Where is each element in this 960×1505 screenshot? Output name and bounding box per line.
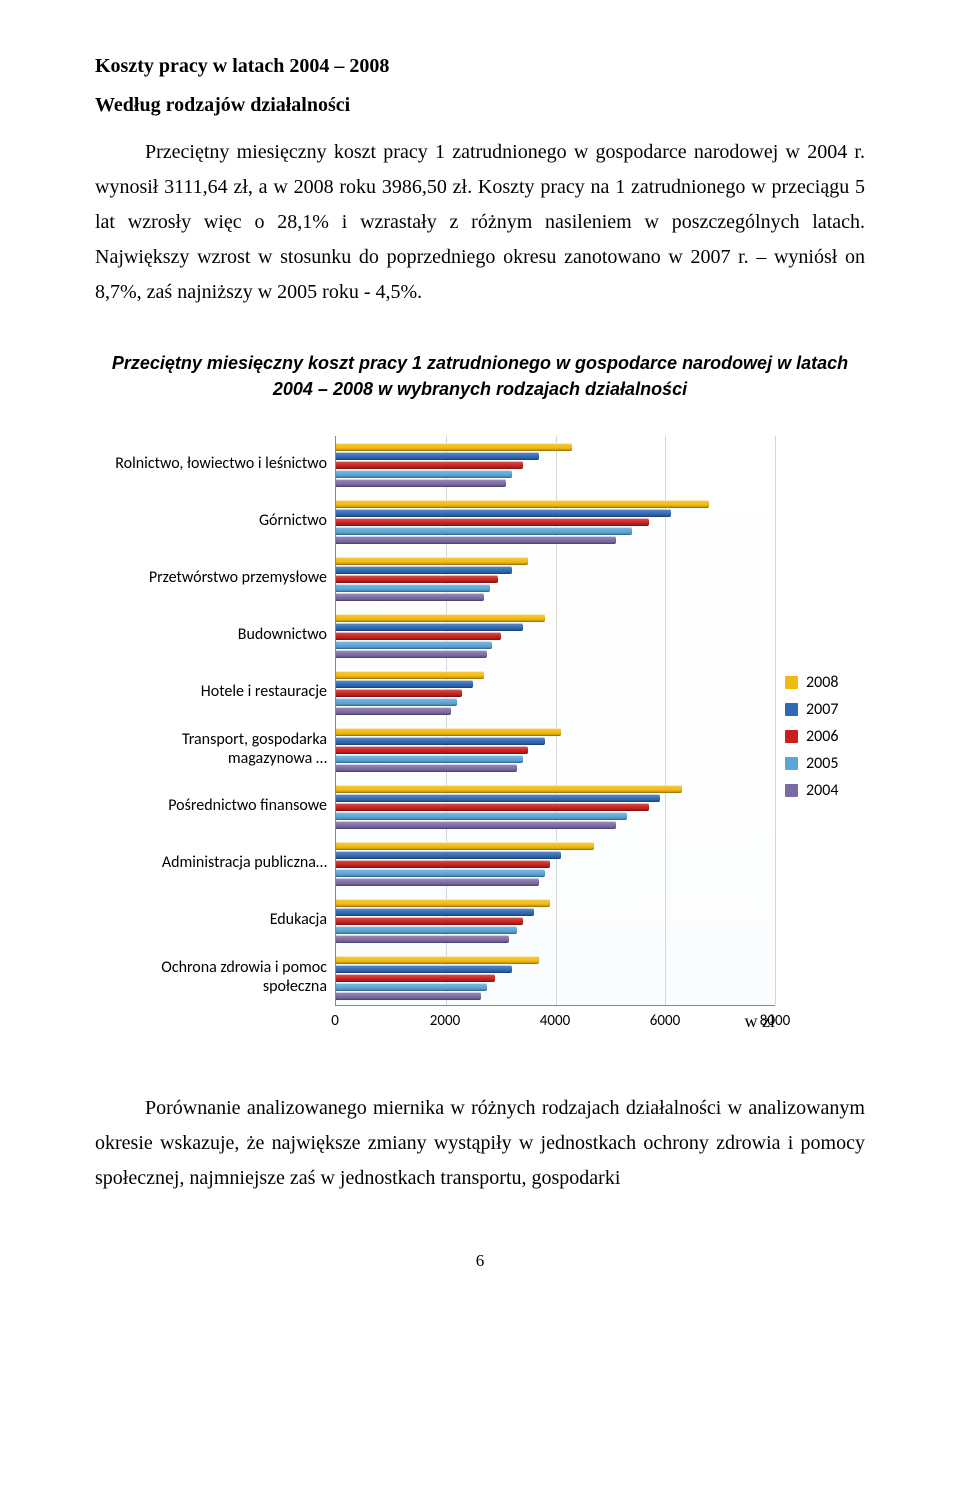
chart-bar xyxy=(336,566,512,574)
chart-bar xyxy=(336,479,506,487)
category-label: Hotele i restauracje xyxy=(95,664,335,721)
chart-bar xyxy=(336,614,545,622)
chart-bar xyxy=(336,869,545,877)
chart-bar xyxy=(336,509,671,517)
chart-bar xyxy=(336,689,462,697)
chart-bar xyxy=(336,965,512,973)
chart-bar xyxy=(336,527,632,535)
category-label: Budownictwo xyxy=(95,607,335,664)
chart-bar xyxy=(336,812,627,820)
legend-label: 2005 xyxy=(806,754,838,773)
category-label: Rolnictwo, łowiectwo i leśnictwo xyxy=(95,436,335,493)
chart-bar xyxy=(336,443,572,451)
legend-swatch xyxy=(785,703,798,716)
chart-bar xyxy=(336,452,539,460)
chart-bar xyxy=(336,584,490,592)
chart-bar xyxy=(336,785,682,793)
category-label: Administracja publiczna… xyxy=(95,835,335,892)
legend-label: 2006 xyxy=(806,727,838,746)
chart-bar xyxy=(336,803,649,811)
chart-bar xyxy=(336,899,550,907)
chart-bar xyxy=(336,671,484,679)
category-label: Edukacja xyxy=(95,892,335,949)
chart-bar xyxy=(336,575,498,583)
legend-item: 2004 xyxy=(785,781,865,800)
chart-bar xyxy=(336,851,561,859)
chart-bar xyxy=(336,974,495,982)
chart-bar xyxy=(336,518,649,526)
chart-bar xyxy=(336,623,523,631)
chart-bar xyxy=(336,794,660,802)
chart-bar xyxy=(336,764,517,772)
chart-bar xyxy=(336,461,523,469)
chart-bar xyxy=(336,632,501,640)
chart-bar xyxy=(336,557,528,565)
legend-swatch xyxy=(785,757,798,770)
chart-bar xyxy=(336,650,487,658)
axis-unit-label: w zł xyxy=(745,1011,776,1032)
legend-swatch xyxy=(785,730,798,743)
chart-bar xyxy=(336,500,709,508)
x-tick: 0 xyxy=(331,1012,339,1030)
chart-title: Przeciętny miesięczny koszt pracy 1 zatr… xyxy=(95,350,865,402)
chart-bar xyxy=(336,860,550,868)
category-label: Górnictwo xyxy=(95,493,335,550)
chart-bar xyxy=(336,536,616,544)
chart-bar xyxy=(336,707,451,715)
chart-bar xyxy=(336,983,487,991)
chart-bar xyxy=(336,926,517,934)
legend-item: 2007 xyxy=(785,700,865,719)
page-title-2: Według rodzajów działalności xyxy=(95,94,865,117)
legend-label: 2008 xyxy=(806,673,838,692)
chart-bar xyxy=(336,737,545,745)
chart-bar xyxy=(336,593,484,601)
chart-bar xyxy=(336,878,539,886)
legend-swatch xyxy=(785,784,798,797)
legend-item: 2008 xyxy=(785,673,865,692)
chart-bar xyxy=(336,680,473,688)
chart-bar xyxy=(336,698,457,706)
bar-chart: Rolnictwo, łowiectwo i leśnictwoGórnictw… xyxy=(95,436,865,1036)
legend-item: 2005 xyxy=(785,754,865,773)
x-tick: 2000 xyxy=(430,1012,460,1030)
category-label: Pośrednictwo finansowe xyxy=(95,778,335,835)
x-tick: 4000 xyxy=(540,1012,570,1030)
legend-swatch xyxy=(785,676,798,689)
chart-bar xyxy=(336,935,509,943)
chart-bar xyxy=(336,917,523,925)
category-label: Ochrona zdrowia i pomoc społeczna xyxy=(95,949,335,1006)
legend-label: 2007 xyxy=(806,700,838,719)
outro-paragraph: Porównanie analizowanego miernika w różn… xyxy=(95,1091,865,1196)
chart-bar xyxy=(336,728,561,736)
chart-bar xyxy=(336,908,534,916)
page-title-1: Koszty pracy w latach 2004 – 2008 xyxy=(95,55,865,78)
chart-bar xyxy=(336,641,492,649)
category-label: Transport, gospodarka magazynowa … xyxy=(95,721,335,778)
chart-bar xyxy=(336,956,539,964)
chart-bar xyxy=(336,992,481,1000)
category-label: Przetwórstwo przemysłowe xyxy=(95,550,335,607)
legend-label: 2004 xyxy=(806,781,838,800)
chart-bar xyxy=(336,470,512,478)
intro-paragraph: Przeciętny miesięczny koszt pracy 1 zatr… xyxy=(95,135,865,310)
chart-bar xyxy=(336,821,616,829)
chart-bar xyxy=(336,842,594,850)
chart-bar xyxy=(336,755,523,763)
legend-item: 2006 xyxy=(785,727,865,746)
chart-bar xyxy=(336,746,528,754)
page-number: 6 xyxy=(95,1251,865,1271)
x-tick: 6000 xyxy=(650,1012,680,1030)
